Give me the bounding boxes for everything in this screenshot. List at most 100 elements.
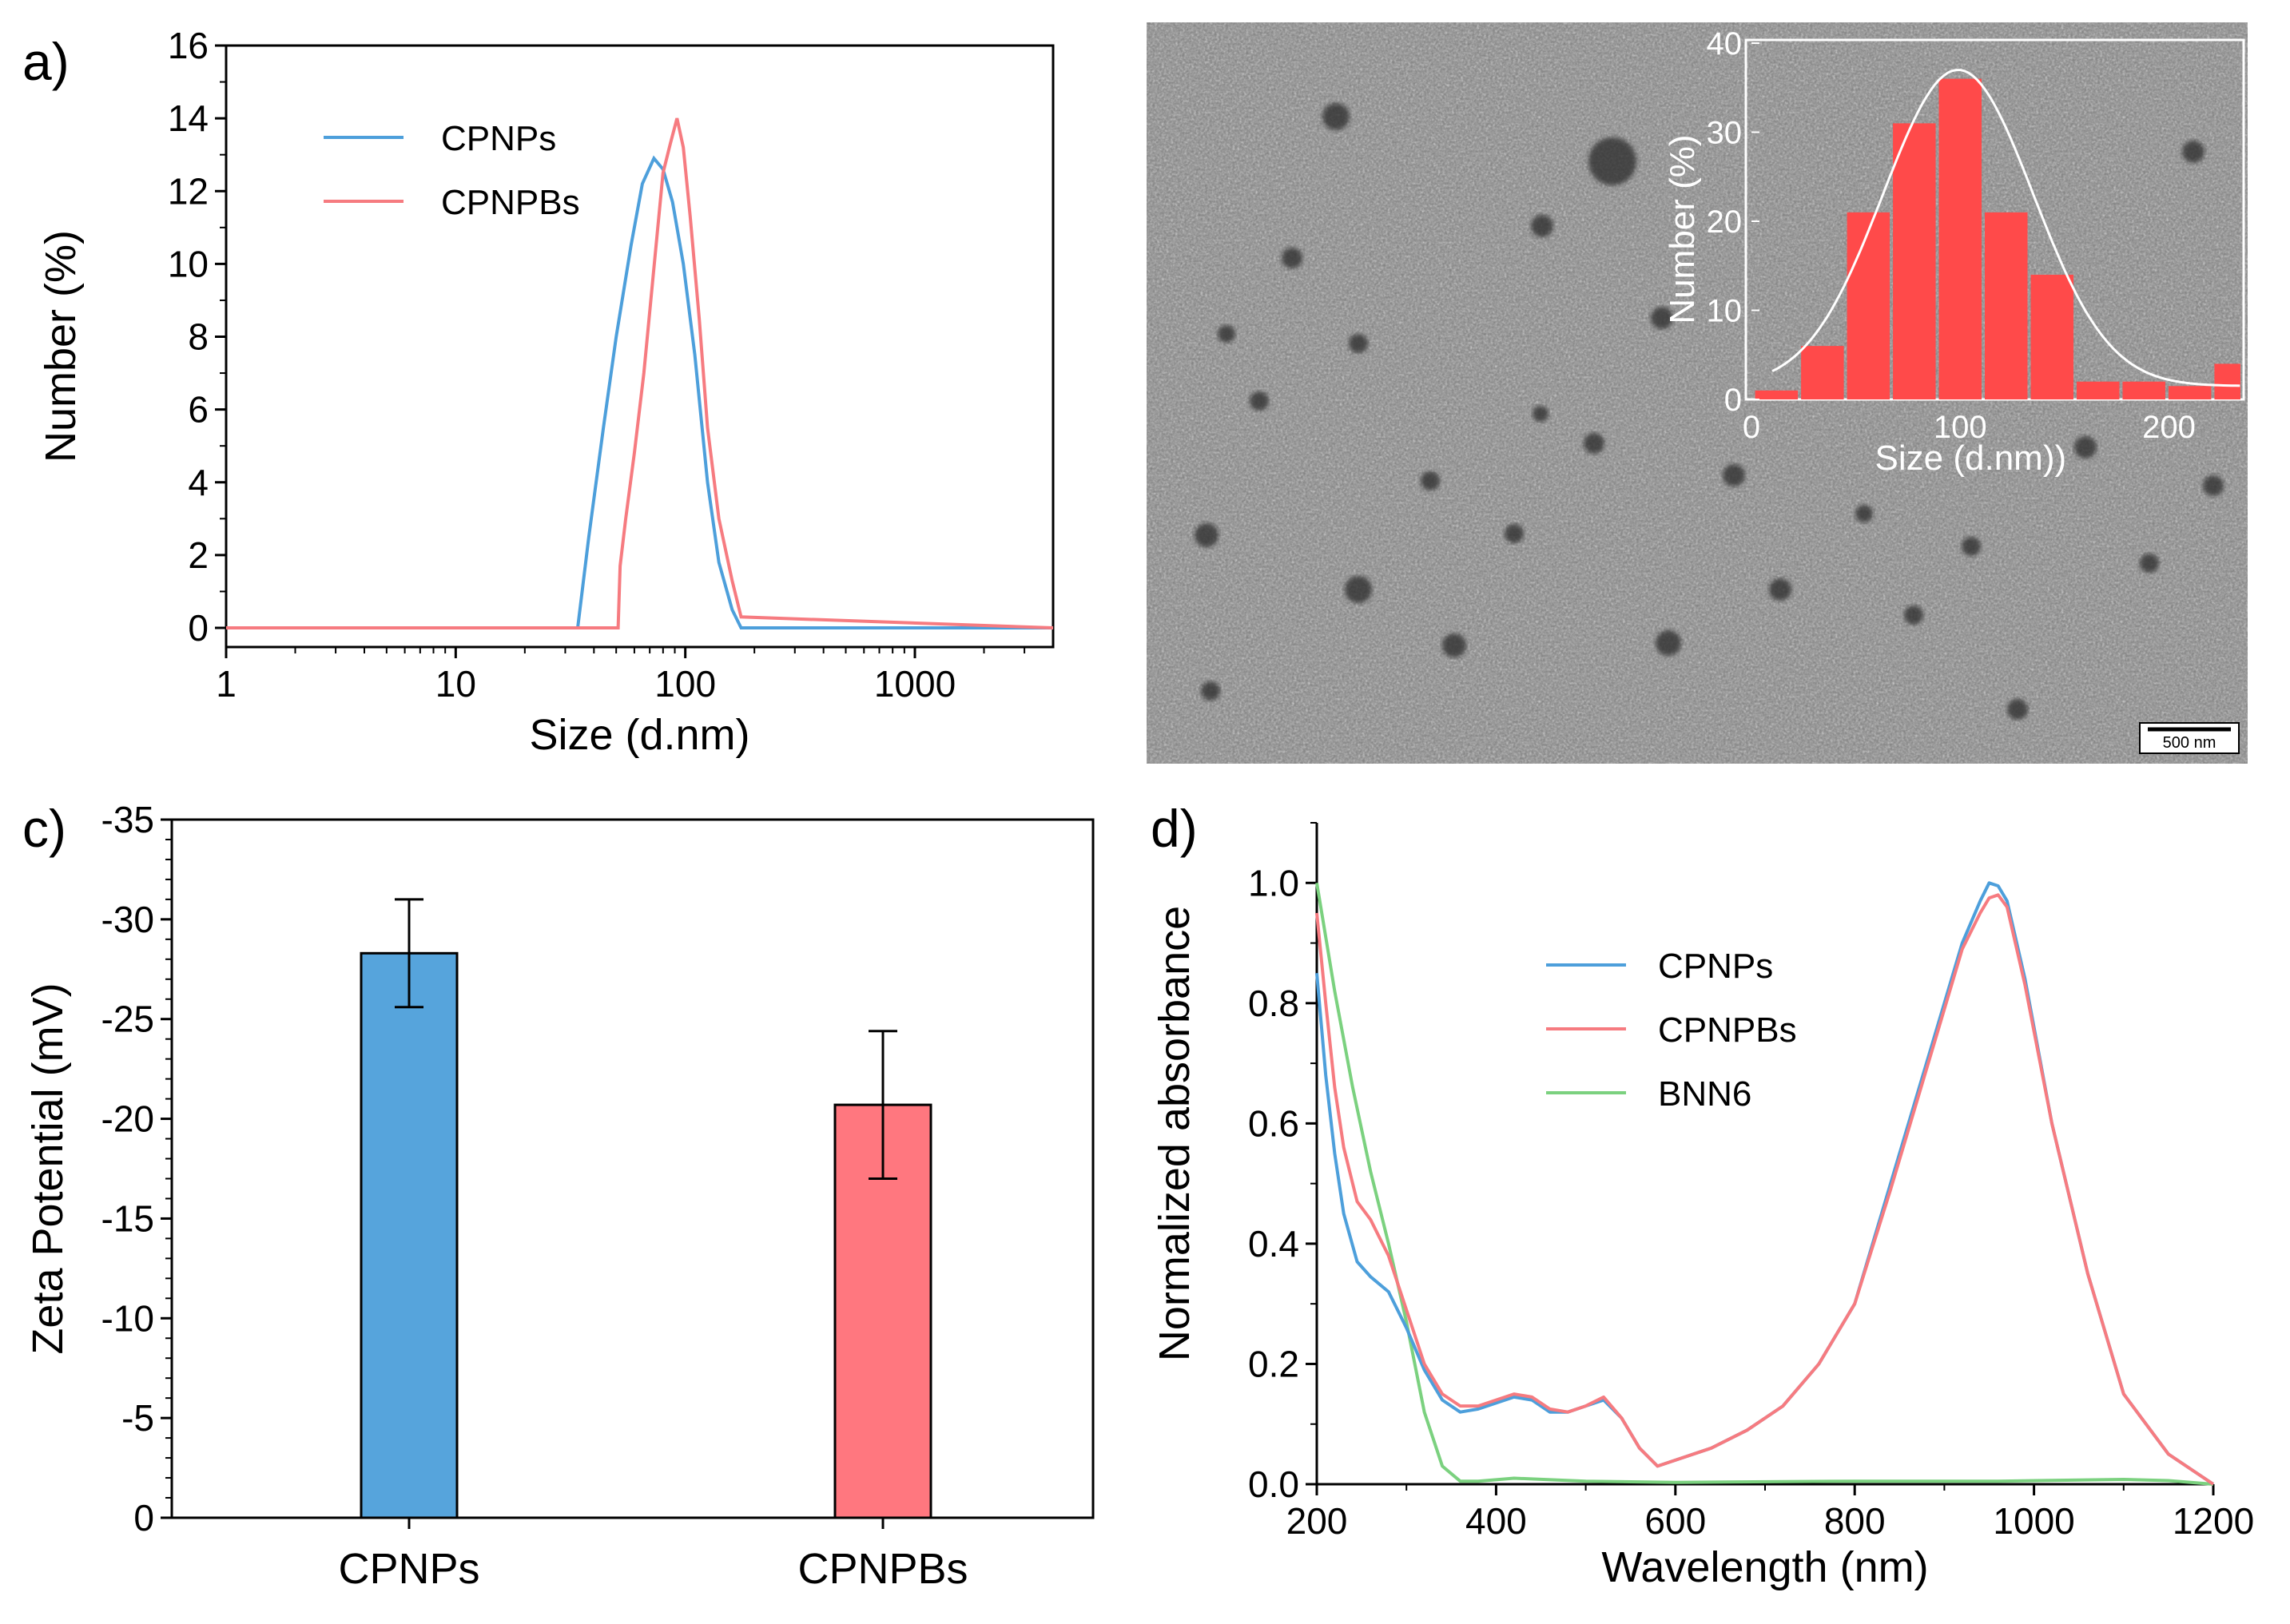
micrograph-particle xyxy=(1195,523,1219,547)
panel-c-ylabel: Zeta Potential (mV) xyxy=(24,983,72,1354)
panel-d-ytick-label: 0.4 xyxy=(1248,1223,1299,1265)
inset-bar xyxy=(1938,78,1982,399)
panel-d-series-cpnpbs xyxy=(1315,893,2215,1486)
panel-c-ytick-label: -10 xyxy=(101,1297,154,1339)
panel-b-micrograph: 0 10 20 30 40 0 100 200 Size (d.nm)) Number (%) 5… xyxy=(1147,22,2248,764)
panel-c-ytick-label: -20 xyxy=(101,1098,154,1140)
panel-a-ylabel: Number (%) xyxy=(37,230,85,463)
micrograph-particle xyxy=(1769,578,1791,601)
panel-d-xlabel: Wavelength (nm) xyxy=(1601,1543,1928,1591)
panel-a-frame xyxy=(225,44,1055,649)
panel-d-ytick-label: 0.0 xyxy=(1248,1463,1299,1505)
panel-d-ytick-label: 0.8 xyxy=(1248,983,1299,1024)
panel-a-series-cpnps xyxy=(226,155,1053,629)
micrograph-particle xyxy=(1584,433,1604,454)
micrograph-particle xyxy=(1505,524,1524,543)
panel-c-ytick-label: -5 xyxy=(121,1397,154,1439)
micrograph-particle xyxy=(1588,137,1636,185)
panel-label-a: a) xyxy=(22,32,70,91)
panel-d-xtick-label: 1200 xyxy=(2173,1500,2254,1542)
panel-d-series-bnn6 xyxy=(1315,882,2214,1486)
inset-ytick-label: 20 xyxy=(1707,204,1743,240)
micrograph-particle xyxy=(1322,103,1350,130)
inset-xtick-label: 0 xyxy=(1743,410,1760,445)
panel-d-legend-label: CPNPBs xyxy=(1658,1011,1797,1050)
panel-d-ytick-label: 0.2 xyxy=(1248,1343,1299,1384)
inset-gaussian-fit xyxy=(1771,69,2240,387)
panel-c-category-label: CPNPs xyxy=(338,1545,479,1593)
panel-a-chart: 0 2 4 6 8 10 12 14 16 1 10 100 1000 Size (d.nm) Number… xyxy=(37,25,1055,759)
panel-a-ytick-label: 10 xyxy=(168,243,209,284)
micrograph-particles xyxy=(1195,103,2224,720)
panel-c-chart: 0 -5 -10 -15 -20 -25 -30 -35 CPNPs CPNPBs Zeta Pot… xyxy=(24,799,1095,1593)
panel-a-ytick-label: 8 xyxy=(188,316,209,358)
panel-d-ylabel: Normalized absorbance xyxy=(1151,906,1199,1361)
panel-a-ytick-label: 2 xyxy=(188,534,209,576)
panel-a-xtick-label: 1 xyxy=(216,663,237,705)
inset-ytick-label: 0 xyxy=(1724,383,1742,418)
panel-d-chart: 0.0 0.2 0.4 0.6 0.8 1.0 200 400 600 800 1000 1200 Wa… xyxy=(1151,822,2254,1591)
panel-a-xtick-label: 100 xyxy=(654,663,716,705)
micrograph-particle xyxy=(1904,606,1923,625)
panel-a-ytick-label: 12 xyxy=(168,170,209,212)
panel-c-ytick-label: 0 xyxy=(133,1497,154,1539)
panel-d-xtick-label: 200 xyxy=(1286,1500,1348,1542)
micrograph-particle xyxy=(2203,475,2224,496)
panel-a-legend-label: CPNPBs xyxy=(441,183,580,222)
panel-c-ytick-label: -15 xyxy=(101,1197,154,1239)
inset-xtick-label: 200 xyxy=(2142,410,2196,445)
panel-c-ytick-label: -25 xyxy=(101,999,154,1040)
micrograph-particle xyxy=(1250,391,1269,411)
micrograph-particle xyxy=(1656,630,1681,656)
panel-a-xtick-label: 1000 xyxy=(874,663,956,705)
micrograph-particle xyxy=(2074,436,2097,459)
panel-a-ytick-label: 6 xyxy=(188,389,209,431)
inset-ytick-label: 30 xyxy=(1707,116,1743,151)
inset-bar xyxy=(2214,363,2240,399)
scale-bar-label: 500 nm xyxy=(2163,734,2216,752)
inset-bar xyxy=(2122,381,2165,399)
inset-histogram: 0 10 20 30 40 0 100 200 Size (d.nm)) Number (%) xyxy=(1663,26,2240,478)
inset-bar xyxy=(1847,212,1890,399)
inset-bar xyxy=(1755,390,1799,399)
micrograph-particle xyxy=(2140,554,2159,573)
micrograph-particle xyxy=(1533,406,1549,422)
panel-c-category-label: CPNPBs xyxy=(797,1545,968,1593)
inset-ytick-label: 10 xyxy=(1707,294,1743,329)
panel-c-ytick-label: -35 xyxy=(101,799,154,840)
micrograph-particle xyxy=(1282,248,1302,268)
panel-a-ytick-label: 16 xyxy=(168,25,209,66)
inset-bar xyxy=(1801,346,1844,399)
micrograph-particle xyxy=(1345,576,1372,603)
panel-a-series-cpnpbs xyxy=(226,117,1054,629)
panel-d-ytick-label: 1.0 xyxy=(1248,862,1299,903)
panel-d-xtick-label: 400 xyxy=(1465,1500,1527,1542)
panel-d-xtick-label: 600 xyxy=(1644,1500,1706,1542)
micrograph-particle xyxy=(1855,505,1873,522)
micrograph-particle xyxy=(2182,141,2205,163)
panel-a-xlabel: Size (d.nm) xyxy=(529,711,749,759)
panel-d-ytick-label: 0.6 xyxy=(1248,1102,1299,1144)
panel-a-ytick-label: 0 xyxy=(188,607,209,649)
panel-label-d: d) xyxy=(1151,799,1198,858)
micrograph-particle xyxy=(1349,334,1368,353)
panel-d-xtick-label: 1000 xyxy=(1993,1500,2074,1542)
panel-c-bar-cpnps xyxy=(360,951,459,1519)
inset-ylabel: Number (%) xyxy=(1663,134,1702,324)
inset-bar xyxy=(2030,274,2073,399)
inset-bar xyxy=(2168,386,2212,399)
micrograph-particle xyxy=(1723,464,1745,486)
panel-d-xtick-label: 800 xyxy=(1824,1500,1886,1542)
panel-a-ytick-label: 4 xyxy=(188,462,209,503)
micrograph-particle xyxy=(1421,471,1440,490)
inset-xtick-label: 100 xyxy=(1934,410,1987,445)
micrograph-particle xyxy=(1201,681,1220,701)
panel-a-xtick-label: 10 xyxy=(435,663,476,705)
inset-bar xyxy=(1893,123,1936,399)
inset-bar xyxy=(2076,381,2120,399)
micrograph-particle xyxy=(1651,307,1673,329)
micrograph-particle xyxy=(1531,215,1553,237)
micrograph-particle xyxy=(1962,537,1981,556)
panel-c-frame xyxy=(170,818,1095,1519)
